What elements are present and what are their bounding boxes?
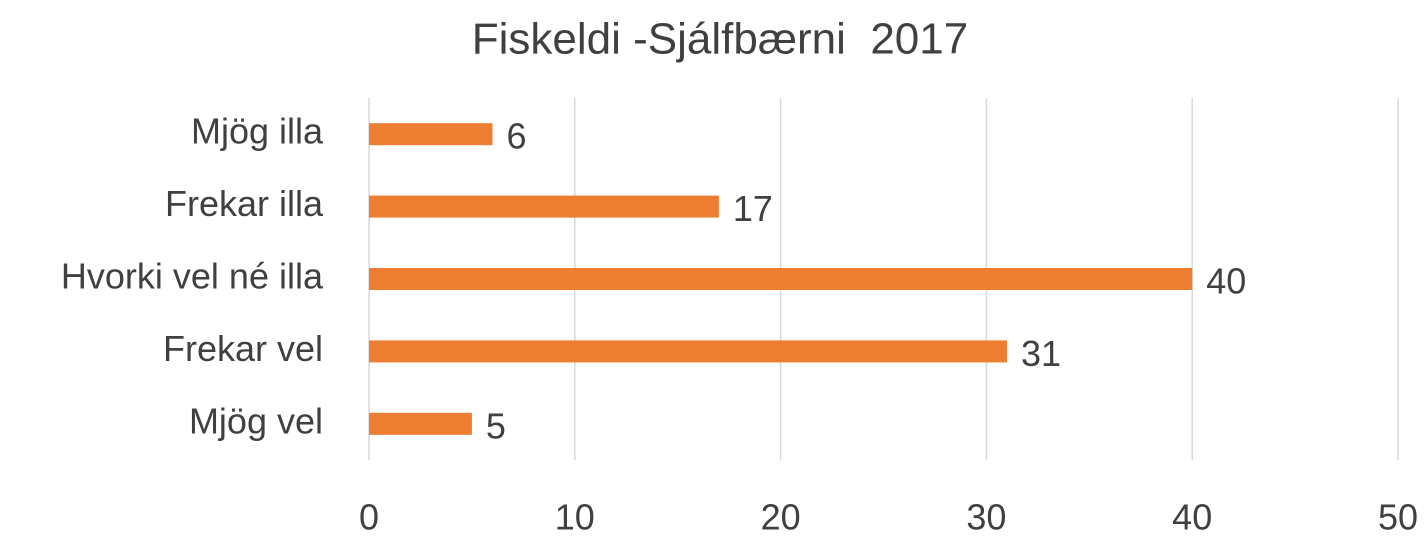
bar [369,123,493,146]
data-label: 6 [506,116,526,157]
x-tick-label: 50 [1378,497,1418,536]
y-tick-label: Hvorki vel né illa [61,256,324,297]
y-tick-label: Mjög illa [191,111,324,152]
y-tick-label: Frekar illa [165,183,324,224]
y-tick-label: Frekar vel [163,328,323,369]
bar [369,195,719,218]
bar [369,412,472,435]
data-label: 17 [733,188,773,229]
data-label: 31 [1021,333,1061,374]
x-tick-label: 30 [966,497,1006,536]
data-label: 5 [486,405,506,446]
x-tick-label: 10 [555,497,595,536]
bar [369,268,1193,290]
x-tick-label: 0 [359,497,379,536]
x-tick-label: 40 [1172,497,1212,536]
y-tick-label: Mjög vel [189,400,323,441]
chart-title: Fiskeldi -Sjálfbærni 2017 [472,15,968,64]
x-tick-label: 20 [761,497,801,536]
bar [369,340,1007,363]
data-label: 40 [1206,261,1246,302]
